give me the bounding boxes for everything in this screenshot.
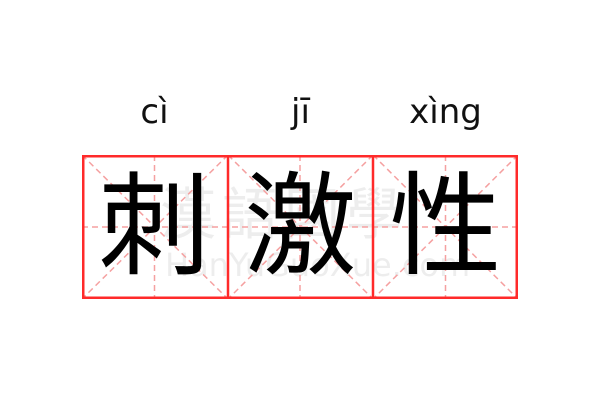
character-2: 激 [244, 162, 357, 292]
watermark-url: HanYuGuoXue.com [165, 246, 471, 284]
character-1: 刺 [98, 162, 211, 292]
tianzige-grid [82, 155, 518, 299]
pinyin-3: xìng [409, 92, 482, 132]
pinyin-1: cì [140, 92, 169, 132]
pinyin-2: jī [291, 92, 310, 132]
character-3: 性 [389, 162, 502, 292]
watermark-chinese: 漢語國學 [160, 183, 408, 248]
